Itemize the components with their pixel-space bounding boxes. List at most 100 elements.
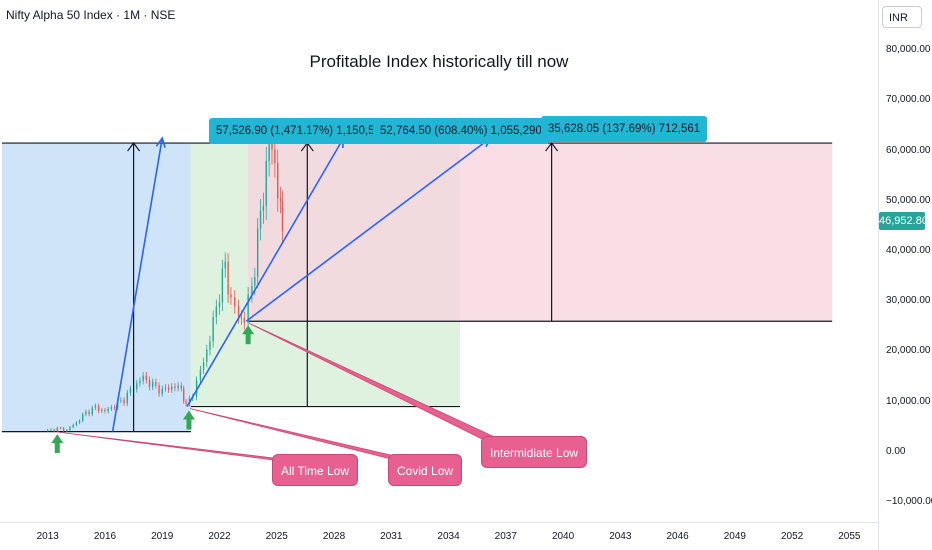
trend-arrow	[245, 137, 492, 322]
trend-arrow	[186, 137, 345, 407]
trend-arrow	[111, 137, 164, 432]
candle-body	[177, 385, 179, 389]
chart-title: Profitable Index historically till now	[309, 52, 569, 71]
candle-body	[50, 429, 52, 431]
candle-body	[155, 381, 157, 386]
measurement-label: 57,526.90 (1,471.17%) 1,150,538	[209, 118, 395, 144]
zones-layer	[1, 143, 833, 432]
candle-body	[161, 388, 163, 394]
x-tick-label: 2043	[609, 531, 632, 542]
y-tick-label: 50,000.00	[886, 194, 931, 206]
callout-pointer	[58, 431, 308, 463]
candle-body	[277, 163, 279, 199]
candle-body	[265, 161, 267, 206]
candle-body	[183, 388, 185, 402]
pink-zone	[248, 143, 833, 322]
low-markers-layer	[51, 322, 515, 463]
candle-body	[66, 429, 68, 431]
x-tick-label: 2052	[780, 531, 804, 542]
y-tick-label: 70,000.00	[886, 94, 931, 106]
candle-body	[209, 341, 211, 350]
x-tick-label: 2037	[494, 531, 517, 542]
candle-body	[247, 294, 249, 323]
candle-body	[113, 407, 116, 408]
candle-body	[78, 420, 81, 423]
candle-body	[85, 411, 87, 415]
candle-body	[75, 422, 78, 426]
candle-body	[256, 228, 259, 278]
candle-body	[123, 399, 125, 404]
trend-arrowhead	[155, 136, 166, 148]
x-tick-label: 2046	[666, 531, 689, 542]
low-up-arrow-icon	[51, 434, 64, 454]
candle-body	[139, 380, 141, 384]
candle-body	[145, 375, 148, 380]
candle-body	[104, 409, 106, 412]
symbol-label: Nifty Alpha 50 Index · 1M · NSE	[6, 8, 176, 22]
y-tick-label: 60,000.00	[886, 144, 931, 156]
candle-body	[110, 407, 113, 409]
candle-body	[72, 425, 74, 428]
candle-body	[107, 408, 109, 412]
measurement-label: 35,628.05 (137.69%) 712,561	[541, 116, 708, 142]
candle-body	[91, 407, 93, 415]
candle-body	[274, 149, 276, 164]
candle-body	[171, 386, 173, 390]
candle-body	[221, 268, 224, 303]
x-tick-label: 2031	[380, 531, 403, 542]
annotation-callout: Intermidiate Low	[481, 436, 588, 468]
x-tick-label: 2049	[723, 531, 746, 542]
candle-body	[251, 285, 253, 295]
candle-body	[97, 405, 100, 412]
candle-body	[279, 198, 282, 202]
y-tick-label: 10,000.00	[886, 395, 931, 407]
y-tick-label: 80,000.00	[886, 44, 931, 56]
low-up-arrow-icon	[242, 325, 255, 345]
candle-body	[101, 409, 103, 412]
x-tick-label: 2019	[151, 531, 174, 542]
y-tick-label: −10,000.00	[886, 495, 932, 507]
y-tick-label: 40,000.00	[886, 244, 931, 256]
candle-body	[151, 381, 154, 387]
candle-body	[120, 399, 122, 401]
candle-body	[47, 429, 49, 431]
x-tick-label: 2040	[551, 531, 575, 542]
x-tick-label: 2013	[36, 531, 59, 542]
candle-body	[254, 277, 256, 286]
currency-selector[interactable]: INR	[882, 6, 922, 28]
candle-body	[148, 379, 151, 387]
candle-body	[69, 427, 71, 430]
x-tick-label: 2055	[838, 531, 861, 542]
candle-body	[94, 405, 97, 408]
candle-body	[202, 362, 205, 370]
candle-body	[259, 210, 262, 229]
candle-body	[268, 140, 270, 162]
candle-body	[158, 385, 160, 394]
last-price-badge: 46,952.80	[879, 212, 928, 230]
candle-body	[88, 411, 90, 415]
candle-body	[199, 369, 202, 380]
candle-body	[224, 261, 226, 269]
low-up-arrow-icon	[182, 410, 195, 430]
candle-body	[56, 427, 58, 432]
candle-body	[237, 306, 240, 317]
candle-body	[281, 201, 284, 231]
candle-body	[129, 388, 132, 393]
candle-body	[59, 427, 62, 429]
candles-layer	[47, 124, 284, 433]
x-tick-label: 2016	[93, 531, 117, 542]
y-tick-label: 30,000.00	[886, 295, 931, 307]
axes-layer	[0, 0, 879, 550]
candle-body	[164, 387, 167, 389]
candle-body	[82, 414, 84, 421]
x-tick-label: 2025	[265, 531, 288, 542]
candle-body	[262, 205, 265, 211]
candle-body	[126, 392, 128, 404]
candle-body	[142, 375, 144, 381]
candle-body	[53, 429, 55, 432]
x-tick-label: 2028	[322, 531, 346, 542]
candle-body	[62, 428, 65, 431]
candle-body	[206, 349, 208, 363]
candle-body	[240, 316, 243, 319]
